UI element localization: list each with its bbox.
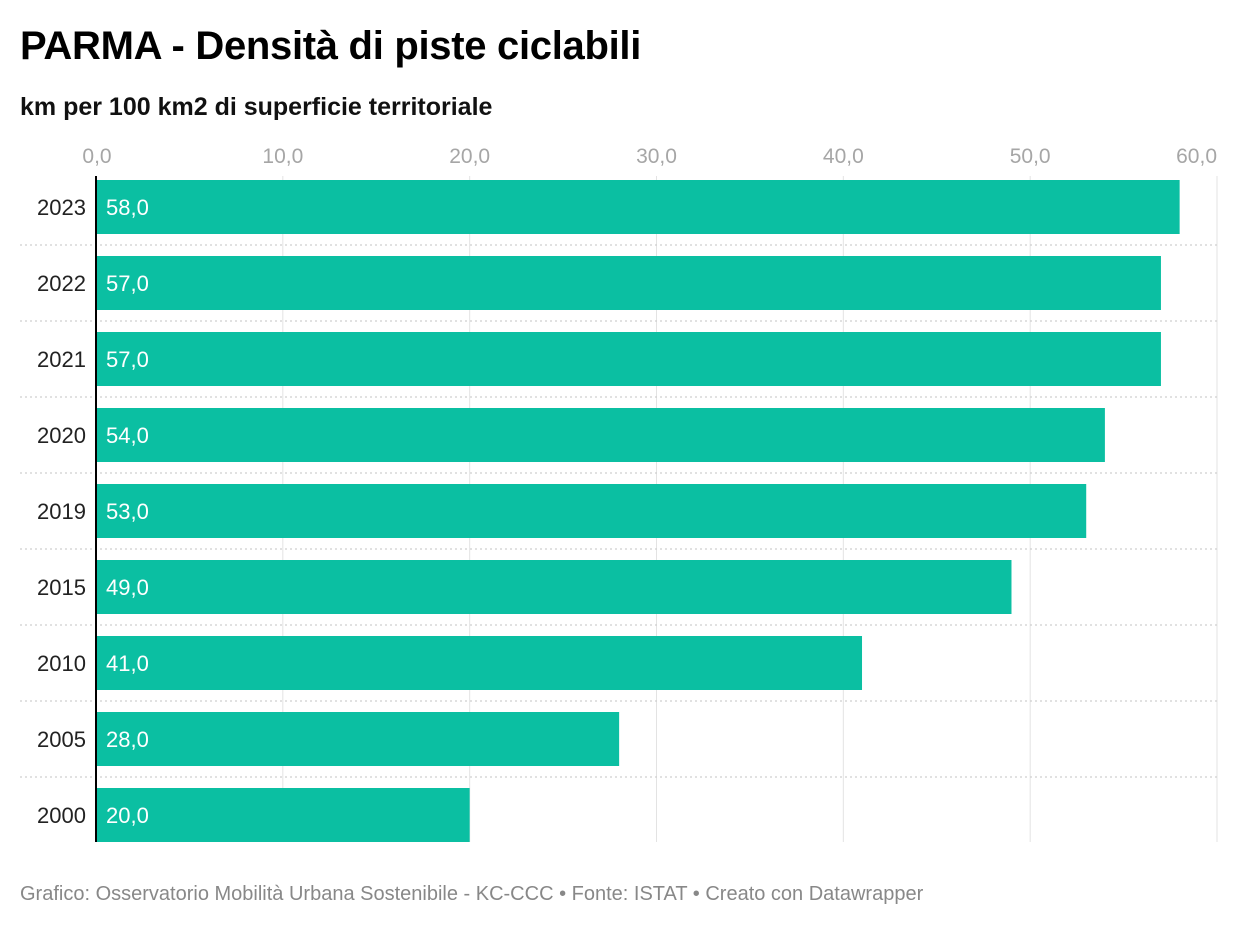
x-tick-label: 20,0 [449,145,490,168]
category-label: 2005 [37,727,86,752]
x-tick-label: 60,0 [1176,145,1217,168]
value-label: 53,0 [106,499,149,524]
category-label: 2019 [37,499,86,524]
value-label: 28,0 [106,727,149,752]
bar [96,408,1105,462]
category-label: 2022 [37,271,86,296]
value-label: 57,0 [106,271,149,296]
chart-subtitle: km per 100 km2 di superficie territorial… [20,93,493,121]
category-label: 2021 [37,347,86,372]
bars [96,180,1180,842]
value-label: 57,0 [106,347,149,372]
x-tick-label: 50,0 [1010,145,1051,168]
x-tick-label: 40,0 [823,145,864,168]
category-label: 2015 [37,575,86,600]
category-label: 2020 [37,423,86,448]
x-tick-label: 30,0 [636,145,677,168]
category-label: 2010 [37,651,86,676]
chart-footer: Grafico: Osservatorio Mobilità Urbana So… [20,883,924,905]
category-labels: 2023 2022 2021 2020 2019 2015 2010 2005 2000 [37,195,86,828]
value-labels: 58,0 57,0 57,0 54,0 53,0 49,0 41,0 28,0 20,0 [106,195,149,828]
bar [96,484,1087,538]
bar [96,712,620,766]
value-label: 54,0 [106,423,149,448]
value-label: 20,0 [106,803,149,828]
bar [96,636,863,690]
category-label: 2023 [37,195,86,220]
value-label: 49,0 [106,575,149,600]
value-label: 41,0 [106,651,149,676]
value-label: 58,0 [106,195,149,220]
bar-chart: 0,0 10,0 20,0 30,0 40,0 50,0 60,0 2023 2022 2021… [20,145,1218,842]
x-axis-ticks: 0,0 10,0 20,0 30,0 40,0 50,0 60,0 [82,145,1217,168]
bar [96,332,1161,386]
chart-title: PARMA - Densità di piste ciclabili [20,24,642,68]
bar [96,788,470,842]
x-tick-label: 10,0 [262,145,303,168]
bar [96,180,1180,234]
category-label: 2000 [37,803,86,828]
bar [96,560,1012,614]
bar [96,256,1161,310]
x-tick-label: 0,0 [82,145,111,168]
